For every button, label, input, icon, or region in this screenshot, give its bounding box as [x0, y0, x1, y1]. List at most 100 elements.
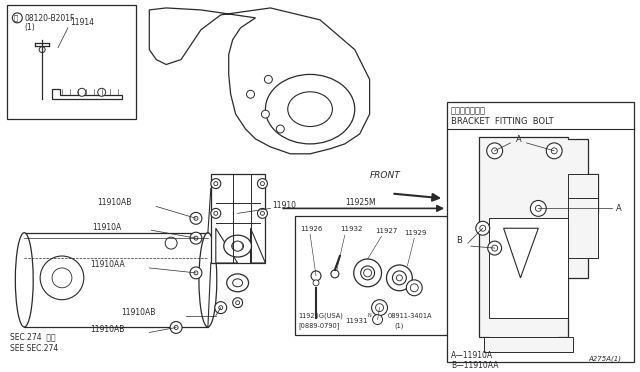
Text: 11910AA: 11910AA [90, 260, 125, 269]
Circle shape [260, 182, 264, 186]
Bar [211, 174, 266, 263]
Circle shape [215, 302, 227, 314]
Text: 11910AB: 11910AB [122, 308, 156, 317]
Polygon shape [504, 228, 538, 278]
Ellipse shape [227, 274, 248, 292]
Ellipse shape [233, 279, 243, 287]
Circle shape [214, 182, 218, 186]
Circle shape [331, 270, 339, 278]
Text: A275A(1): A275A(1) [588, 355, 621, 362]
Text: [0889-0790]: [0889-0790] [298, 323, 340, 329]
Text: 11914: 11914 [70, 18, 94, 27]
Circle shape [246, 90, 255, 98]
Text: 11925G(USA): 11925G(USA) [298, 312, 343, 319]
Circle shape [174, 326, 178, 330]
Circle shape [194, 217, 198, 220]
Ellipse shape [396, 275, 403, 281]
Circle shape [492, 148, 498, 154]
Bar [489, 218, 568, 318]
Ellipse shape [266, 74, 355, 144]
Circle shape [98, 88, 106, 96]
Bar [295, 217, 482, 336]
Circle shape [311, 271, 321, 281]
Text: (1): (1) [394, 323, 404, 329]
Circle shape [262, 110, 269, 118]
Circle shape [194, 236, 198, 240]
Text: 11926: 11926 [300, 226, 323, 232]
Circle shape [194, 271, 198, 275]
Circle shape [52, 268, 72, 288]
Circle shape [313, 280, 319, 286]
Text: BRACKET  FITTING  BOLT: BRACKET FITTING BOLT [451, 117, 554, 126]
Ellipse shape [387, 265, 412, 291]
Text: A: A [516, 135, 522, 144]
Circle shape [372, 300, 387, 315]
Circle shape [547, 143, 562, 159]
Text: A: A [616, 204, 621, 213]
Circle shape [406, 280, 422, 296]
Ellipse shape [232, 241, 244, 251]
Circle shape [486, 143, 502, 159]
Text: ボルト取付要領: ボルト取付要領 [451, 106, 486, 115]
Text: B: B [456, 235, 462, 245]
Text: 11929: 11929 [404, 230, 427, 236]
Circle shape [476, 221, 490, 235]
Circle shape [551, 148, 557, 154]
Circle shape [488, 241, 502, 255]
Bar [8, 5, 136, 119]
Ellipse shape [361, 266, 374, 280]
Circle shape [190, 212, 202, 224]
Ellipse shape [392, 271, 406, 285]
Circle shape [257, 208, 268, 218]
Polygon shape [479, 137, 598, 347]
Circle shape [39, 46, 45, 52]
Circle shape [190, 267, 202, 279]
Circle shape [480, 225, 486, 231]
Text: 11931: 11931 [345, 318, 367, 324]
Text: 11927: 11927 [376, 228, 398, 234]
Text: SEC.274  小図: SEC.274 小図 [10, 333, 56, 341]
Polygon shape [149, 8, 370, 154]
Text: Ⓑ: Ⓑ [13, 14, 18, 20]
Text: (1): (1) [24, 23, 35, 32]
Circle shape [364, 269, 372, 277]
Text: 11932: 11932 [340, 226, 362, 232]
Circle shape [170, 321, 182, 333]
Text: 08120-B201F: 08120-B201F [24, 14, 75, 23]
Circle shape [410, 284, 419, 292]
Text: 11910: 11910 [273, 201, 296, 210]
Circle shape [236, 301, 239, 305]
Ellipse shape [15, 233, 33, 327]
Circle shape [211, 208, 221, 218]
Bar [568, 174, 598, 199]
Ellipse shape [288, 92, 332, 126]
Text: 11925M: 11925M [345, 198, 376, 207]
Circle shape [264, 76, 273, 83]
Text: 11910AB: 11910AB [97, 198, 131, 207]
Text: 11910A: 11910A [92, 223, 121, 232]
Circle shape [492, 245, 498, 251]
Circle shape [233, 298, 243, 308]
Text: SEE SEC.274: SEE SEC.274 [10, 344, 59, 353]
Text: A—11910A: A—11910A [451, 351, 493, 360]
Circle shape [165, 237, 177, 249]
Circle shape [233, 241, 243, 251]
Circle shape [260, 211, 264, 215]
Circle shape [190, 232, 202, 244]
Bar [484, 337, 573, 352]
Text: B—11910AA: B—11910AA [451, 361, 499, 370]
Circle shape [214, 211, 218, 215]
Circle shape [372, 315, 383, 324]
Ellipse shape [354, 259, 381, 287]
Circle shape [276, 125, 284, 133]
Circle shape [12, 13, 22, 23]
Circle shape [531, 201, 547, 217]
Text: N: N [368, 312, 371, 318]
Bar [568, 199, 598, 258]
Ellipse shape [224, 235, 252, 257]
Ellipse shape [199, 233, 217, 327]
Bar [447, 102, 634, 362]
Circle shape [376, 304, 383, 312]
Polygon shape [216, 228, 237, 263]
Circle shape [257, 179, 268, 189]
